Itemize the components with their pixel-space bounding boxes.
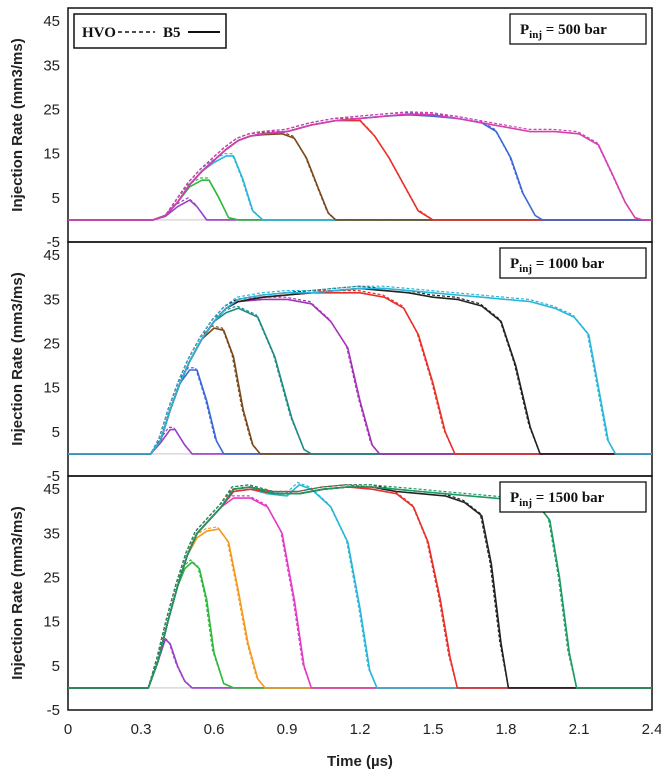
y-tick-label: 25 — [43, 570, 60, 587]
pressure-label: Pinj = 1000 bar — [510, 256, 605, 275]
panel-1: -5 5 15 25 35 45 Injection Rate (mm3/ms) Pinj =… — [9, 7, 653, 251]
hvo-curve — [68, 426, 652, 455]
x-tick-label: 1.5 — [423, 721, 444, 738]
b5-curve — [68, 483, 652, 689]
panel-frame — [67, 475, 653, 711]
y-tick-label: 5 — [52, 190, 60, 207]
hvo-curve — [68, 117, 652, 221]
b5-curve — [68, 199, 652, 221]
b5-curve — [68, 287, 652, 455]
y-tick-label: 45 — [43, 247, 60, 264]
b5-curve — [68, 133, 652, 221]
y-tick-label: 35 — [43, 525, 60, 542]
x-tick-label: 2.1 — [569, 721, 590, 738]
x-tick-label: 0.6 — [204, 721, 225, 738]
hvo-curve — [68, 296, 652, 455]
panels-group: -5 5 15 25 35 45 Injection Rate (mm3/ms) Pinj =… — [9, 7, 653, 719]
y-tick-label: 5 — [52, 658, 60, 675]
y-tick-label: -5 — [47, 702, 60, 719]
pressure-label: Pinj = 500 bar — [520, 22, 607, 41]
x-tick-label: 0.3 — [131, 721, 152, 738]
hvo-curve — [68, 495, 652, 689]
b5-curve — [68, 486, 652, 689]
x-tick-label: 2.4 — [642, 721, 661, 738]
y-tick-label: 25 — [43, 102, 60, 119]
b5-curve — [68, 307, 652, 455]
y-tick-label: 5 — [52, 424, 60, 441]
pressure-label-sub: inj — [519, 497, 532, 509]
hvo-curve — [68, 111, 652, 221]
b5-curve — [68, 298, 652, 455]
panel-2: -5 5 15 25 35 45 Injection Rate (mm3/ms) Pinj =… — [9, 241, 653, 485]
pressure-label-value: = 1500 bar — [532, 490, 605, 506]
hvo-curve — [68, 131, 652, 221]
hvo-curve — [68, 177, 652, 221]
b5-curve — [68, 179, 652, 221]
y-axis-label: Injection Rate (mm3/ms) — [9, 272, 26, 445]
b5-curve — [68, 113, 652, 221]
hvo-curve — [68, 153, 652, 221]
b5-curve — [68, 155, 652, 221]
x-tick-label: 0.9 — [277, 721, 298, 738]
b5-curve — [68, 486, 652, 689]
y-tick-label: 25 — [43, 336, 60, 353]
pressure-label-value: = 1000 bar — [532, 256, 605, 272]
pressure-label-sub: inj — [519, 263, 532, 275]
hvo-curve — [68, 290, 652, 455]
hvo-curve — [68, 197, 652, 221]
pressure-label-base: P — [510, 256, 519, 272]
y-tick-label: 15 — [43, 380, 60, 397]
hvo-curve — [68, 285, 652, 455]
b5-curve — [68, 428, 652, 455]
y-tick-label: 15 — [43, 146, 60, 163]
x-tick-label: 1.8 — [496, 721, 517, 738]
y-tick-label: -5 — [47, 468, 60, 485]
hvo-curve — [68, 484, 652, 689]
hvo-curve — [68, 111, 652, 221]
hvo-curve — [68, 484, 652, 689]
b5-curve — [68, 369, 652, 455]
pressure-label-sub: inj — [529, 29, 542, 41]
pressure-label-base: P — [520, 22, 529, 38]
pressure-label-box — [499, 481, 647, 513]
y-axis-label: Injection Rate (mm3/ms) — [9, 38, 26, 211]
y-tick-label: 35 — [43, 291, 60, 308]
legend-b5-label: B5 — [163, 25, 181, 41]
y-tick-label: 45 — [43, 13, 60, 30]
pressure-label-base: P — [510, 490, 519, 506]
y-tick-label: 15 — [43, 614, 60, 631]
legend: HVO B5 — [73, 13, 227, 49]
x-axis: 0 0.3 0.6 0.9 1.2 1.5 1.8 2.1 2.4 Time (µs) — [64, 721, 661, 770]
pressure-label: Pinj = 1500 bar — [510, 490, 605, 509]
hvo-curve — [68, 325, 652, 455]
b5-curve — [68, 486, 652, 689]
hvo-curve — [68, 367, 652, 455]
legend-hvo-label: HVO — [82, 25, 116, 41]
hvo-curve — [68, 305, 652, 455]
x-tick-label: 0 — [64, 721, 72, 738]
y-tick-label: -5 — [47, 234, 60, 251]
x-tick-label: 1.2 — [350, 721, 371, 738]
x-tick-labels: 0 0.3 0.6 0.9 1.2 1.5 1.8 2.1 2.4 — [64, 721, 661, 738]
panel-3: -5 5 15 25 35 45 Injection Rate (mm3/ms) Pinj =… — [9, 475, 653, 719]
y-axis-label: Injection Rate (mm3/ms) — [9, 506, 26, 679]
x-axis-label: Time (µs) — [327, 753, 393, 770]
pressure-label-value: = 500 bar — [542, 22, 607, 38]
pressure-label-box — [509, 13, 647, 45]
hvo-curve — [68, 482, 652, 689]
y-tick-label: 35 — [43, 57, 60, 74]
b5-curve — [68, 291, 652, 455]
b5-curve — [68, 327, 652, 455]
b5-curve — [68, 119, 652, 221]
pressure-label-box — [499, 247, 647, 279]
hvo-curve — [68, 484, 652, 689]
hvo-curve — [68, 526, 652, 689]
b5-curve — [68, 497, 652, 689]
y-tick-label: 45 — [43, 481, 60, 498]
